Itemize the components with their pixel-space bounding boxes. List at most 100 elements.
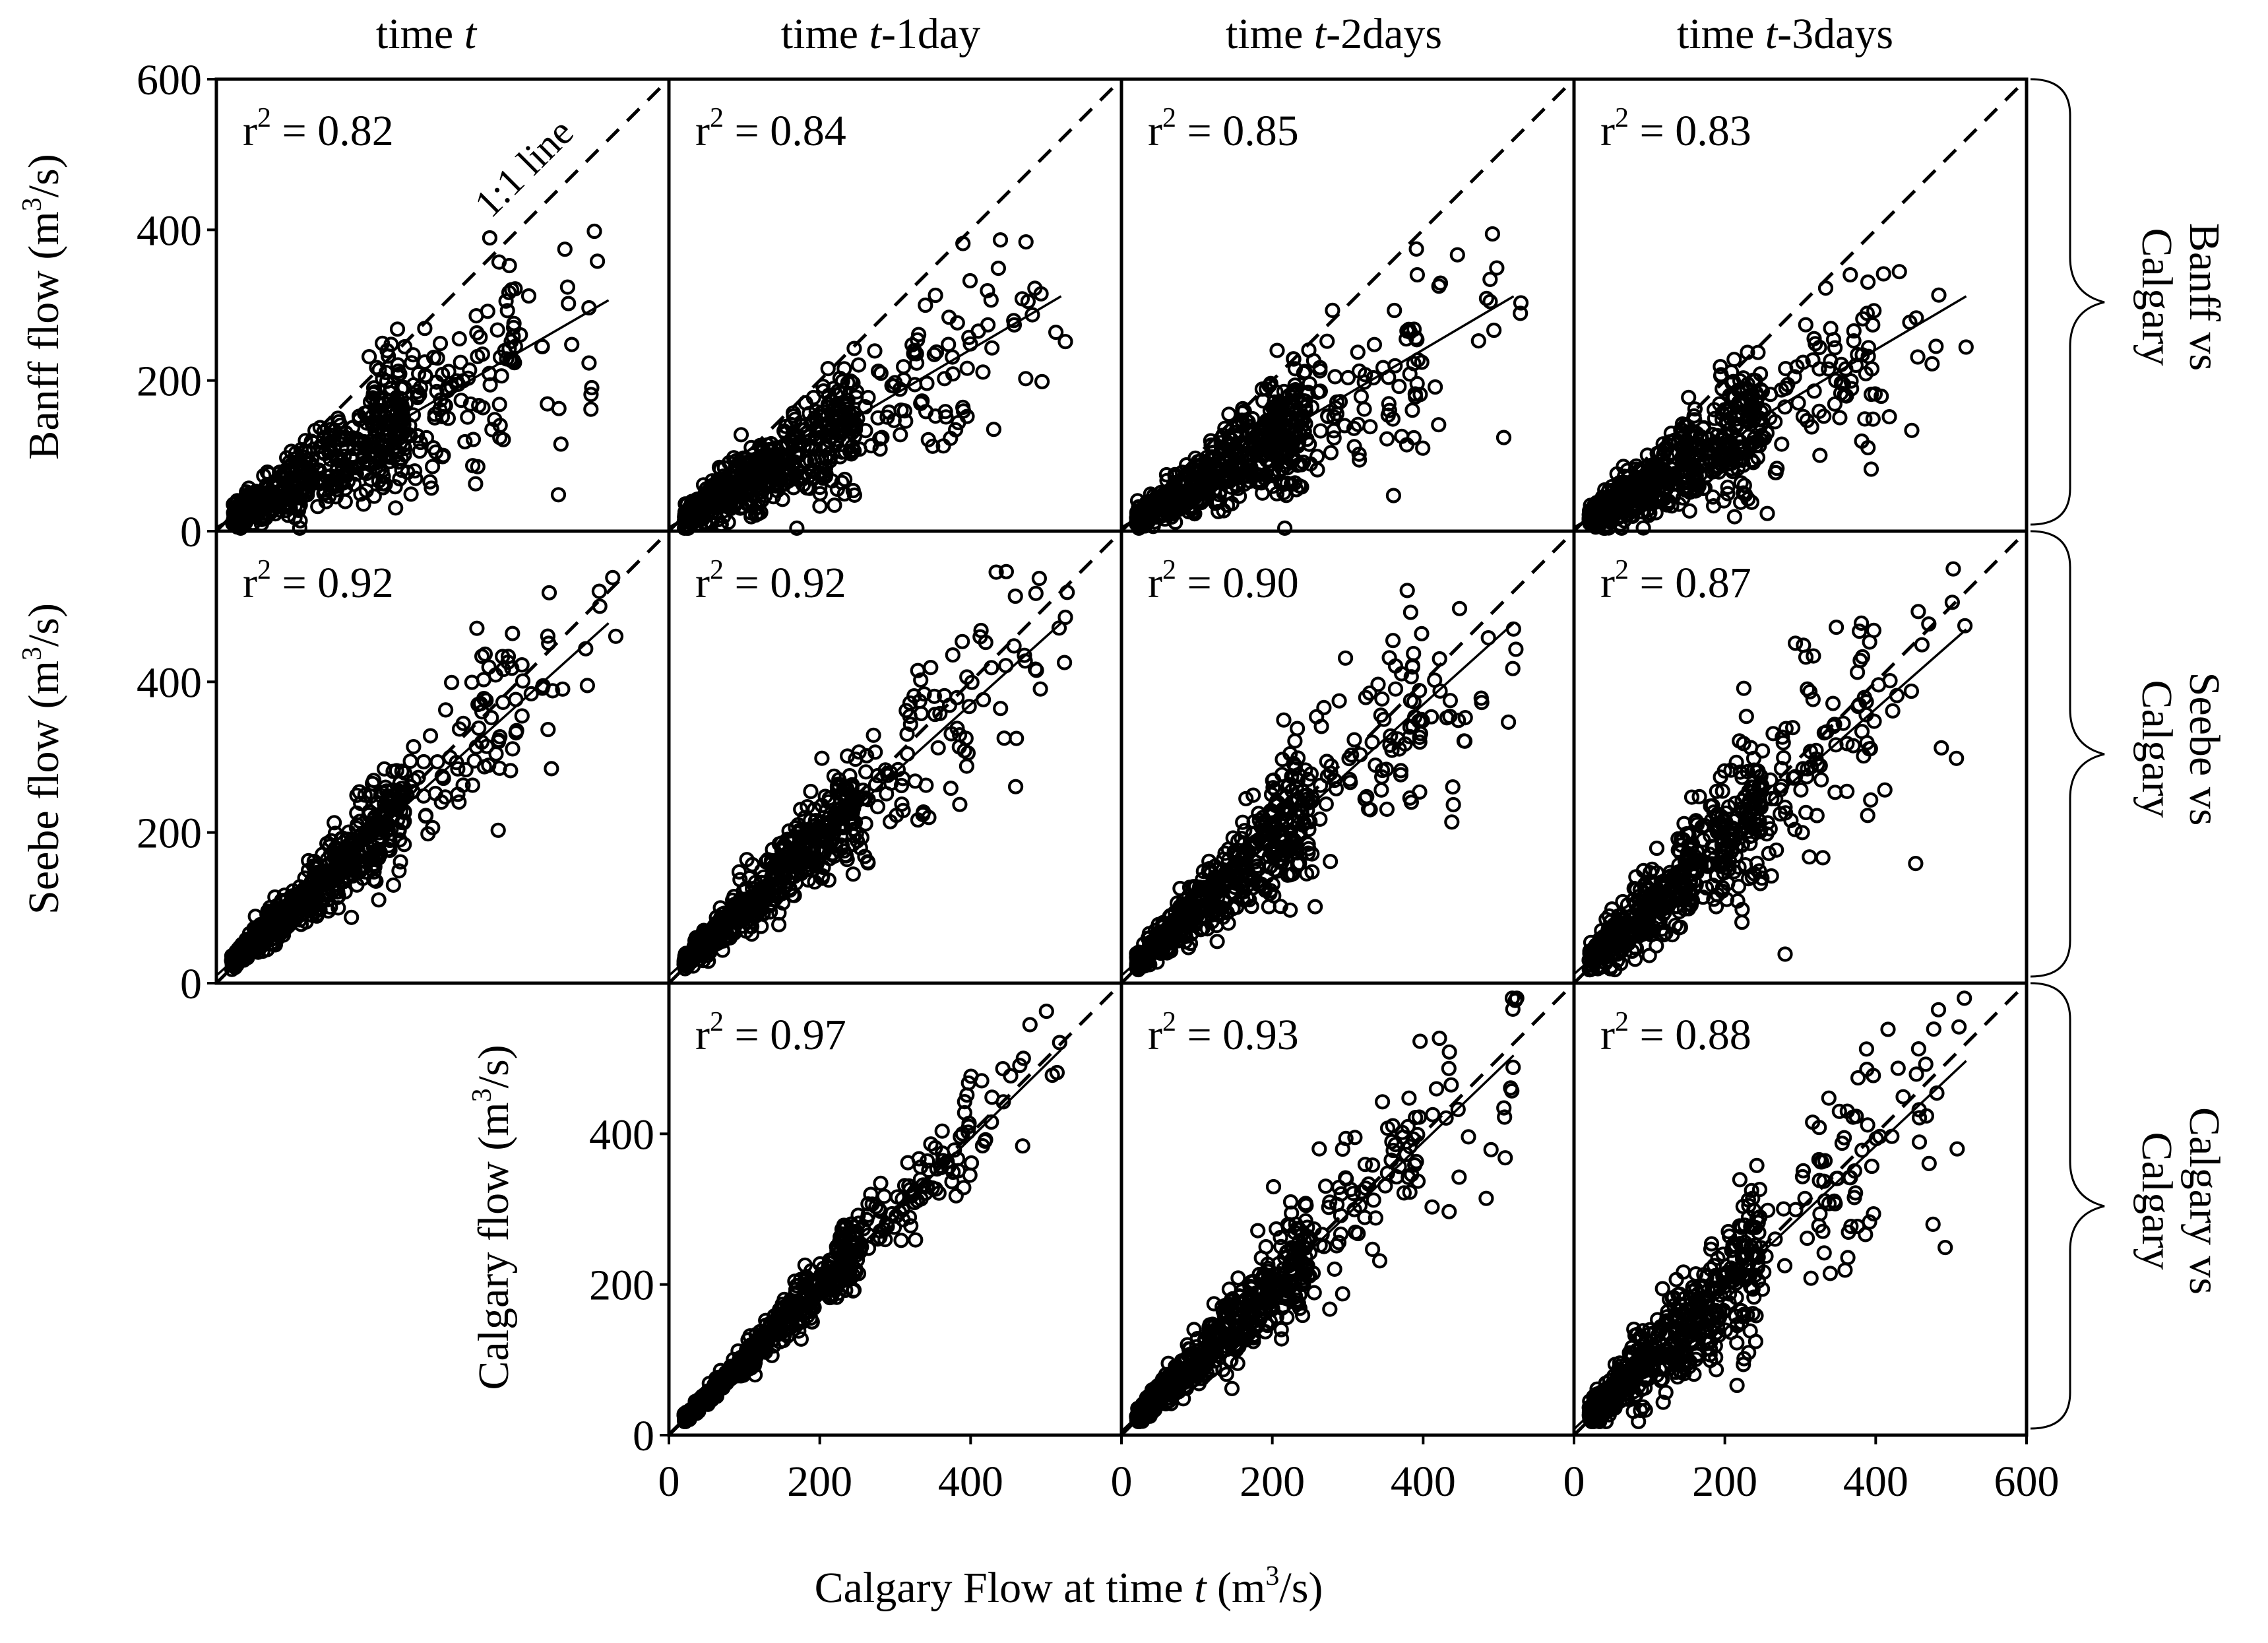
data-point [1385, 633, 1401, 649]
one-to-one-line [215, 78, 670, 532]
data-point [395, 426, 411, 441]
data-point [993, 701, 1009, 717]
data-point [1385, 488, 1401, 503]
data-point [1904, 422, 1920, 438]
data-point [895, 359, 912, 375]
data-point [1269, 342, 1285, 358]
data-point [323, 422, 339, 437]
data-point [776, 423, 792, 439]
data-point [1287, 733, 1303, 749]
data-point [1007, 779, 1024, 794]
one-to-one-line [668, 78, 1123, 532]
data-point [553, 436, 569, 452]
data-point [316, 486, 332, 501]
data-point [505, 319, 522, 335]
data-point [514, 708, 530, 724]
data-point [1827, 340, 1843, 356]
data-point [1366, 337, 1382, 352]
data-point [975, 364, 991, 380]
data-point [1649, 840, 1665, 856]
data-point [941, 337, 957, 352]
data-point [581, 355, 597, 371]
data-point [1319, 333, 1335, 349]
data-point [1796, 637, 1811, 653]
data-point [1908, 855, 1924, 872]
data-point [422, 474, 438, 490]
data-point [584, 379, 600, 396]
data-point [821, 446, 836, 463]
r2-label: r2 = 0.92 [695, 555, 846, 607]
data-point [589, 253, 606, 269]
data-point [774, 492, 790, 507]
data-point [338, 432, 354, 447]
data-point [557, 242, 573, 257]
data-point [453, 393, 469, 408]
panel-r0-c2: r2 = 0.85 [1119, 77, 1576, 536]
data-point [457, 434, 473, 450]
data-point [1431, 417, 1447, 433]
r2-label: r2 = 0.92 [243, 555, 394, 607]
data-point [491, 254, 507, 270]
data-point [955, 399, 971, 416]
data-point [468, 476, 484, 492]
data-point [288, 486, 303, 501]
data-point [826, 401, 842, 416]
data-point [1910, 349, 1926, 365]
data-point [814, 750, 830, 766]
data-point [961, 329, 977, 345]
data-point [540, 396, 555, 412]
data-point [1373, 782, 1389, 798]
data-point [520, 288, 537, 304]
data-point [919, 375, 935, 391]
data-point [443, 674, 460, 691]
data-point [1014, 291, 1030, 307]
data-points [1129, 226, 1529, 536]
data-point [775, 438, 791, 454]
data-point [429, 383, 445, 399]
data-point [429, 374, 445, 390]
data-point [897, 403, 912, 419]
data-point [437, 398, 453, 414]
data-point [1323, 445, 1339, 461]
data-point [923, 659, 939, 676]
data-point [1843, 267, 1858, 283]
data-point [1958, 339, 1974, 355]
data-point [586, 223, 602, 240]
data-point [1331, 693, 1347, 709]
data-point [329, 476, 344, 492]
data-point [697, 486, 713, 501]
data-point [996, 730, 1012, 746]
data-point [371, 362, 387, 378]
data-point [1928, 338, 1944, 354]
data-point [803, 783, 819, 800]
data-point [1945, 561, 1961, 577]
data-point [1032, 681, 1048, 697]
r2-label: r2 = 0.90 [1148, 555, 1299, 607]
col-header-2: time t-2days [1226, 10, 1442, 58]
data-point [1865, 317, 1881, 333]
data-point [471, 397, 487, 414]
data-point [1860, 274, 1876, 290]
data-point [1445, 796, 1461, 813]
data-point [292, 520, 307, 536]
data-point [1404, 403, 1420, 418]
data-point [1470, 333, 1486, 349]
data-point [1379, 801, 1395, 818]
data-point [469, 620, 485, 636]
data-point [736, 450, 751, 466]
data-point [559, 279, 576, 295]
data-point [488, 746, 504, 762]
data-point [1442, 693, 1458, 709]
data-point [788, 431, 804, 447]
data-point [484, 422, 500, 437]
data-point [930, 740, 946, 756]
data-point [871, 431, 888, 447]
data-point [451, 794, 467, 810]
data-point [787, 411, 803, 428]
data-point [361, 348, 377, 365]
data-point [937, 371, 953, 387]
data-point [298, 443, 313, 460]
data-point [1451, 600, 1468, 616]
data-point [1501, 714, 1517, 730]
data-point [371, 473, 387, 489]
